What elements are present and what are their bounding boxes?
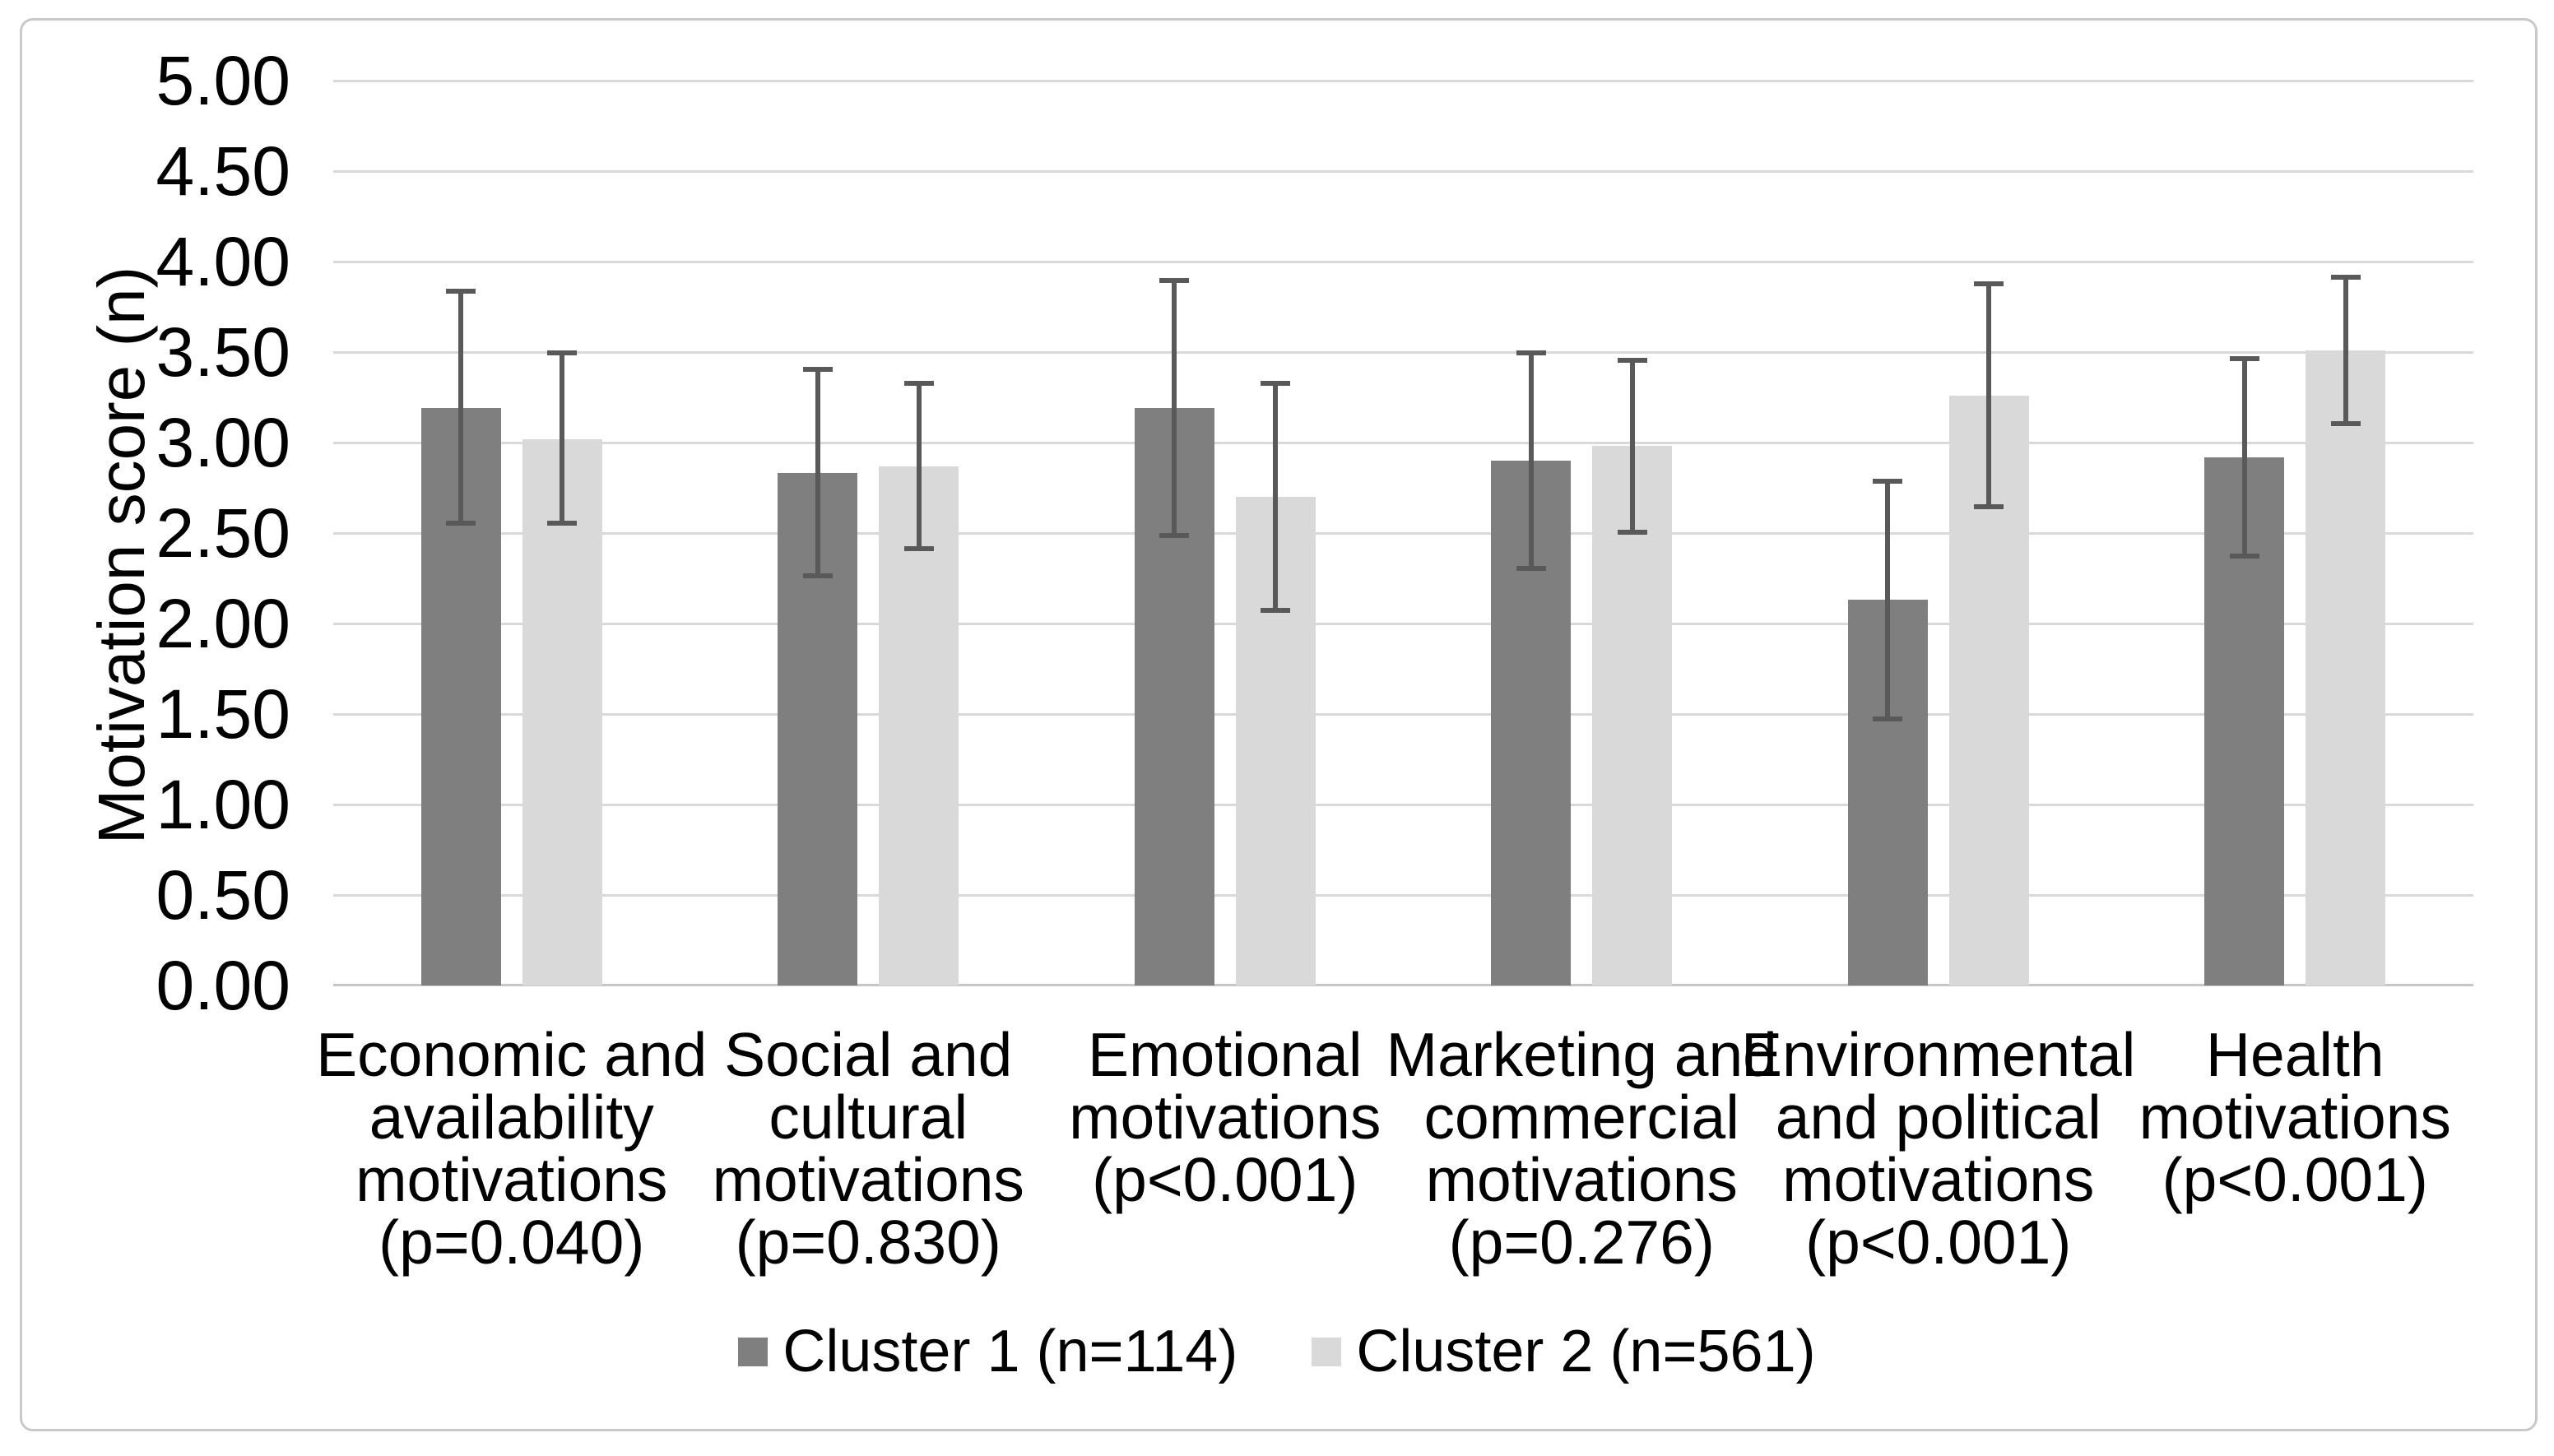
legend-item-cluster-2: Cluster 2 (n=561) xyxy=(1312,1319,1816,1384)
x-axis-line xyxy=(333,984,2473,986)
y-tick-label: 3.50 xyxy=(156,313,291,391)
legend-swatch-cluster-1 xyxy=(738,1337,769,1366)
gridline xyxy=(333,894,2473,897)
gridline xyxy=(333,532,2473,535)
y-tick-label: 2.00 xyxy=(156,585,291,662)
gridline xyxy=(333,261,2473,263)
error-bar-cap-bottom xyxy=(1873,716,1903,721)
error-bar-line xyxy=(2241,357,2247,557)
error-bar-cap-top xyxy=(547,350,578,355)
gridline xyxy=(333,623,2473,625)
error-bar-cap-bottom xyxy=(1974,504,2004,510)
gridline xyxy=(333,351,2473,354)
bar-cluster-2 xyxy=(1592,446,1673,985)
y-tick-label: 1.50 xyxy=(156,675,291,753)
x-category-label: Environmental and political motivations … xyxy=(1741,1020,2136,1277)
error-bar-cap-top xyxy=(1159,278,1190,283)
x-category-label: Health motivations (p<0.001) xyxy=(2138,1020,2451,1214)
bar-cluster-2 xyxy=(2306,350,2386,985)
x-category-label: Emotional motivations (p<0.001) xyxy=(1069,1020,1381,1214)
error-bar-line xyxy=(1172,280,1177,537)
error-bar-cap-bottom xyxy=(903,545,934,551)
error-bar-cap-bottom xyxy=(1261,607,1291,613)
error-bar-cap-bottom xyxy=(802,573,833,578)
error-bar-cap-bottom xyxy=(2229,553,2259,559)
gridline xyxy=(333,713,2473,716)
y-tick-label: 2.50 xyxy=(156,494,291,572)
error-bar-line xyxy=(1986,283,1992,508)
error-bar-line xyxy=(1528,352,1534,569)
legend: Cluster 1 (n=114) Cluster 2 (n=561) xyxy=(0,1315,2554,1389)
legend-swatch-cluster-2 xyxy=(1312,1337,1342,1366)
error-bar-cap-top xyxy=(1617,357,1647,363)
plot-area xyxy=(333,80,2473,986)
error-bar-cap-top xyxy=(802,366,833,372)
error-bar-cap-top xyxy=(2330,274,2361,280)
gridline xyxy=(333,80,2473,82)
error-bar-cap-bottom xyxy=(1516,566,1546,571)
gridline xyxy=(333,804,2473,806)
bar-cluster-2 xyxy=(879,466,959,985)
bar-cluster-2 xyxy=(522,438,602,985)
gridline xyxy=(333,442,2473,444)
y-tick-label: 0.50 xyxy=(156,856,291,934)
error-bar-cap-top xyxy=(446,289,476,294)
error-bar-line xyxy=(458,290,464,524)
x-category-label: Social and cultural motivations (p=0.830… xyxy=(712,1020,1024,1277)
error-bar-line xyxy=(560,352,565,524)
error-bar-cap-top xyxy=(1974,281,2004,287)
error-bar-line xyxy=(1629,359,1635,533)
x-category-label: Economic and availability motivations (p… xyxy=(316,1020,708,1277)
error-bar-line xyxy=(815,368,820,577)
error-bar-cap-top xyxy=(2229,355,2259,361)
y-tick-label: 1.00 xyxy=(156,766,291,843)
error-bar-cap-bottom xyxy=(2330,421,2361,426)
gridline xyxy=(333,170,2473,173)
y-tick-label: 3.00 xyxy=(156,404,291,481)
error-bar-cap-bottom xyxy=(446,521,476,526)
y-tick-label: 4.50 xyxy=(156,132,291,210)
legend-label-cluster-1: Cluster 1 (n=114) xyxy=(782,1319,1238,1384)
legend-label-cluster-2: Cluster 2 (n=561) xyxy=(1356,1319,1816,1384)
error-bar-line xyxy=(1885,480,1891,720)
error-bar-line xyxy=(916,383,922,549)
error-bar-line xyxy=(2343,276,2348,424)
legend-item-cluster-1: Cluster 1 (n=114) xyxy=(738,1319,1238,1384)
error-bar-cap-bottom xyxy=(1617,530,1647,535)
error-bar-line xyxy=(1273,383,1279,611)
error-bar-cap-top xyxy=(903,381,934,387)
error-bar-cap-top xyxy=(1261,381,1291,387)
x-category-label: Marketing and commercial motivations (p=… xyxy=(1386,1020,1777,1277)
error-bar-cap-bottom xyxy=(1159,533,1190,539)
y-tick-label: 4.00 xyxy=(156,223,291,300)
y-tick-label: 5.00 xyxy=(156,42,291,119)
error-bar-cap-top xyxy=(1873,479,1903,485)
error-bar-cap-bottom xyxy=(547,521,578,526)
error-bar-cap-top xyxy=(1516,350,1546,355)
y-tick-label: 0.00 xyxy=(156,947,291,1024)
